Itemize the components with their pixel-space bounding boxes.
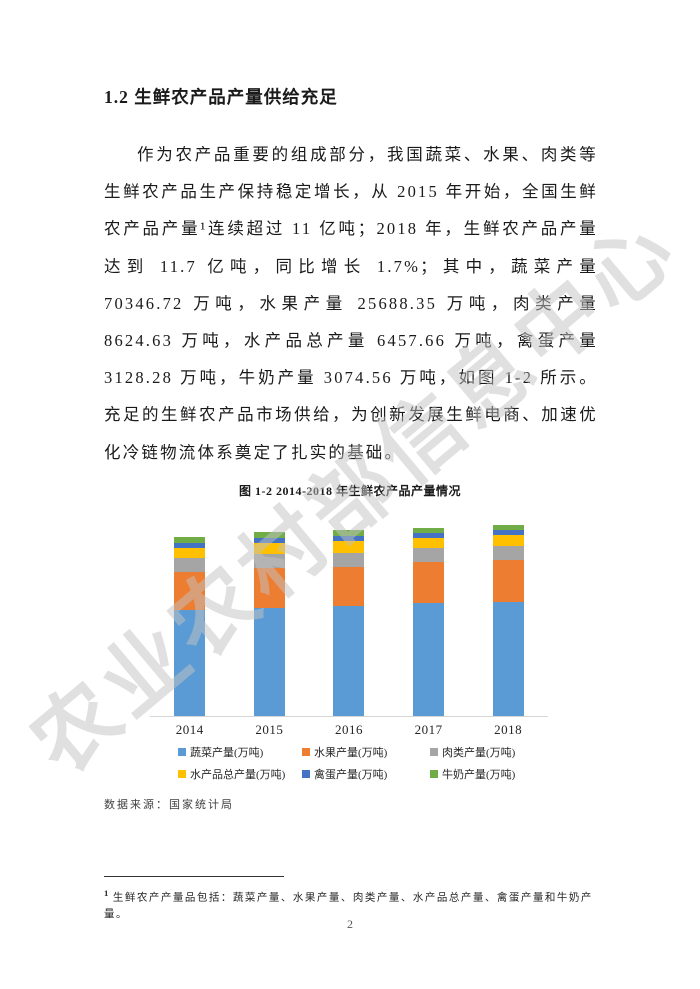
figure-caption: 图 1-2 2014-2018 年生鲜农产品产量情况 — [239, 484, 461, 498]
legend-label: 肉类产量(万吨) — [442, 747, 516, 759]
footnote: 1 生鲜农产产量品包括：蔬菜产量、水果产量、肉类产量、水产品总产量、禽蛋产量和牛奶… — [104, 885, 598, 923]
bar-segment — [492, 545, 524, 560]
bar-segment — [174, 572, 206, 611]
bar-segment — [333, 552, 365, 567]
footnote-marker: 1 — [104, 888, 110, 898]
chart-plot-area — [150, 519, 548, 717]
bar-slot-2017 — [389, 519, 469, 716]
bar-segment — [253, 553, 285, 569]
legend-label: 蔬菜产量(万吨) — [190, 747, 264, 759]
stacked-bar-2015 — [253, 531, 285, 716]
bar-segment — [492, 559, 524, 602]
chart-x-axis-labels: 2014 2015 2016 2017 2018 — [150, 722, 548, 738]
legend-swatch-icon — [430, 748, 438, 756]
bar-segment — [174, 547, 206, 559]
legend-swatch-icon — [302, 748, 310, 756]
legend-label: 牛奶产量(万吨) — [442, 769, 516, 781]
bar-segment — [413, 603, 445, 716]
bar-segment — [492, 601, 524, 716]
bar-segment — [492, 535, 524, 546]
x-axis-label: 2015 — [255, 722, 284, 737]
body-paragraph: 作为农产品重要的组成部分，我国蔬菜、水果、肉类等生鲜农产品生产保持稳定增长，从 … — [104, 145, 598, 462]
bar-slot-2015 — [230, 519, 310, 716]
bar-segment — [253, 607, 285, 716]
legend-swatch-icon — [302, 770, 310, 778]
x-axis-label: 2018 — [494, 722, 523, 737]
bar-segment — [253, 531, 285, 539]
bar-segment — [492, 530, 524, 536]
bar-slot-2016 — [309, 519, 389, 716]
bar-segment — [413, 548, 445, 563]
bar-slot-2014 — [150, 519, 230, 716]
bar-slot-2018 — [468, 519, 548, 716]
bar-segment — [413, 527, 445, 533]
legend-swatch-icon — [178, 748, 186, 756]
bar-segment — [253, 568, 285, 608]
legend-item: 禽蛋产量(万吨) — [302, 766, 430, 782]
stacked-bar-2014 — [174, 536, 206, 716]
bar-segment — [174, 543, 206, 548]
stacked-bar-2017 — [413, 527, 445, 716]
stacked-bar-2018 — [492, 525, 524, 716]
page-number: 2 — [347, 917, 353, 931]
stacked-bar-2016 — [333, 530, 365, 716]
legend-label: 水果产量(万吨) — [314, 747, 388, 759]
bar-segment — [253, 542, 285, 554]
bar-segment — [253, 538, 285, 543]
x-axis-label: 2017 — [414, 722, 443, 737]
bar-segment — [333, 566, 365, 607]
legend-item: 水果产量(万吨) — [302, 744, 430, 760]
bar-segment — [174, 536, 206, 544]
bar-segment — [174, 558, 206, 573]
bar-segment — [174, 610, 206, 716]
bar-segment — [413, 532, 445, 538]
bar-segment — [333, 530, 365, 537]
legend-label: 禽蛋产量(万吨) — [314, 769, 388, 781]
bar-segment — [333, 606, 365, 716]
legend-swatch-icon — [178, 770, 186, 778]
bar-segment — [333, 541, 365, 553]
bar-segment — [413, 537, 445, 549]
bar-segment — [333, 536, 365, 542]
legend-item: 肉类产量(万吨) — [430, 744, 550, 760]
bar-segment — [413, 562, 445, 604]
legend-item: 牛奶产量(万吨) — [430, 766, 550, 782]
data-source-note: 数据来源：国家统计局 — [104, 799, 234, 811]
footnote-separator — [104, 876, 284, 877]
section-heading: 1.2 生鲜农产品产量供给充足 — [104, 87, 338, 107]
bar-segment — [492, 525, 524, 531]
legend-item: 蔬菜产量(万吨) — [178, 744, 302, 760]
footnote-text: 生鲜农产产量品包括：蔬菜产量、水果产量、肉类产量、水产品总产量、禽蛋产量和牛奶产… — [104, 892, 593, 920]
legend-item: 水产品总产量(万吨) — [178, 766, 302, 782]
stacked-bar-chart — [150, 520, 548, 717]
x-axis-label: 2014 — [175, 722, 204, 737]
legend-swatch-icon — [430, 770, 438, 778]
chart-legend: 蔬菜产量(万吨) 水果产量(万吨) 肉类产量(万吨) 水产品总产量(万吨) 禽蛋产量(万… — [178, 744, 558, 782]
legend-label: 水产品总产量(万吨) — [190, 769, 286, 781]
x-axis-label: 2016 — [334, 722, 363, 737]
